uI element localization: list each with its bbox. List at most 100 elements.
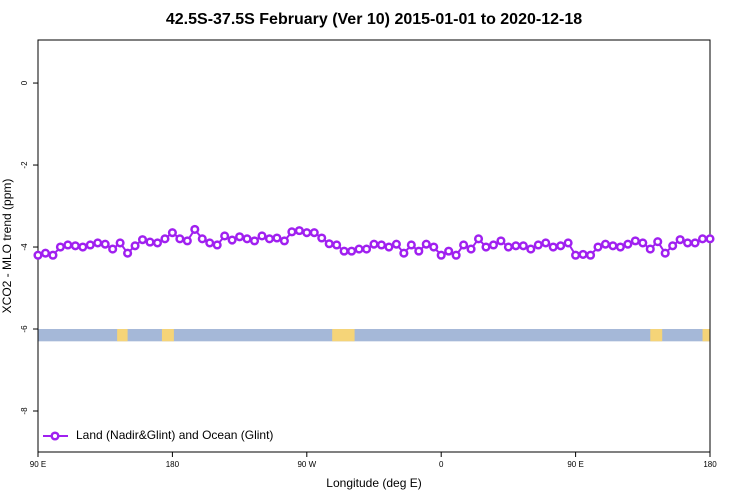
marker bbox=[608, 241, 618, 251]
marker bbox=[130, 241, 140, 251]
marker bbox=[70, 241, 80, 251]
y-tick-label: -2 bbox=[20, 161, 29, 169]
x-tick-label: 90 W bbox=[297, 460, 316, 469]
marker bbox=[361, 244, 372, 254]
y-tick-label: -4 bbox=[20, 243, 29, 251]
marker bbox=[548, 242, 558, 252]
marker bbox=[145, 237, 155, 247]
marker bbox=[615, 242, 625, 252]
marker bbox=[324, 239, 334, 249]
marker bbox=[459, 240, 469, 250]
marker bbox=[167, 228, 177, 238]
marker bbox=[287, 227, 297, 237]
marker bbox=[406, 240, 416, 250]
marker bbox=[160, 234, 170, 244]
marker bbox=[100, 239, 110, 249]
y-tick-label: -6 bbox=[20, 325, 29, 333]
x-tick-label: 180 bbox=[166, 460, 180, 469]
marker bbox=[690, 238, 700, 248]
marker bbox=[332, 240, 342, 250]
plot-frame bbox=[37, 39, 711, 453]
surface-band bbox=[38, 329, 710, 342]
marker bbox=[660, 248, 670, 258]
marker bbox=[249, 236, 260, 246]
marker bbox=[623, 239, 633, 249]
marker bbox=[511, 241, 521, 251]
marker bbox=[235, 232, 245, 242]
marker bbox=[137, 235, 148, 245]
land-segment bbox=[117, 329, 128, 342]
marker bbox=[123, 248, 133, 258]
marker bbox=[40, 248, 51, 258]
marker bbox=[272, 233, 282, 243]
marker bbox=[645, 244, 655, 254]
land-segment bbox=[332, 329, 355, 342]
marker bbox=[257, 231, 267, 241]
x-tick-label: 90 E bbox=[30, 460, 46, 469]
marker bbox=[190, 224, 200, 234]
marker bbox=[630, 236, 640, 246]
marker bbox=[391, 239, 401, 249]
marker bbox=[421, 239, 431, 249]
marker bbox=[78, 242, 88, 252]
marker bbox=[115, 238, 125, 248]
marker bbox=[585, 250, 596, 260]
marker bbox=[175, 234, 185, 244]
marker bbox=[376, 240, 387, 250]
marker bbox=[600, 239, 611, 249]
marker bbox=[526, 244, 536, 254]
marker bbox=[571, 250, 581, 260]
marker bbox=[496, 236, 506, 246]
marker bbox=[481, 242, 491, 252]
marker bbox=[220, 231, 230, 241]
marker bbox=[212, 240, 222, 250]
marker bbox=[541, 238, 551, 248]
marker bbox=[518, 241, 528, 251]
marker bbox=[436, 250, 446, 260]
land-segment bbox=[702, 329, 710, 342]
marker bbox=[563, 238, 573, 248]
marker bbox=[108, 244, 118, 254]
land-segment bbox=[161, 329, 174, 342]
legend-label: Land (Nadir&Glint) and Ocean (Glint) bbox=[76, 428, 273, 442]
marker bbox=[414, 246, 424, 256]
marker bbox=[653, 237, 663, 247]
marker bbox=[466, 244, 476, 254]
x-tick-label: 180 bbox=[703, 460, 717, 469]
marker bbox=[683, 238, 693, 248]
x-axis-label: Longitude (deg E) bbox=[326, 476, 421, 490]
marker bbox=[347, 246, 357, 256]
y-tick-label: 0 bbox=[20, 80, 29, 85]
marker bbox=[638, 238, 648, 248]
marker bbox=[668, 241, 678, 251]
marker bbox=[503, 242, 513, 252]
marker bbox=[242, 234, 252, 244]
marker bbox=[533, 240, 543, 250]
marker bbox=[264, 234, 275, 244]
marker bbox=[93, 238, 103, 248]
marker bbox=[48, 250, 58, 260]
marker bbox=[33, 250, 43, 260]
marker bbox=[227, 235, 237, 245]
marker bbox=[279, 236, 289, 246]
marker bbox=[339, 246, 349, 256]
marker bbox=[675, 235, 685, 245]
x-tick-label: 90 E bbox=[567, 460, 583, 469]
marker bbox=[182, 236, 192, 246]
marker bbox=[55, 242, 65, 252]
marker bbox=[317, 233, 327, 243]
marker bbox=[369, 239, 379, 249]
marker bbox=[593, 242, 603, 252]
y-tick-label: -8 bbox=[20, 407, 29, 415]
marker bbox=[294, 226, 304, 236]
marker bbox=[451, 250, 461, 260]
marker bbox=[309, 228, 319, 238]
marker bbox=[152, 238, 163, 248]
marker bbox=[354, 244, 364, 254]
y-axis-label: XCO2 - MLO trend (ppm) bbox=[0, 179, 14, 314]
marker bbox=[429, 242, 439, 252]
marker bbox=[488, 240, 499, 250]
marker bbox=[85, 240, 95, 250]
marker bbox=[705, 234, 715, 244]
